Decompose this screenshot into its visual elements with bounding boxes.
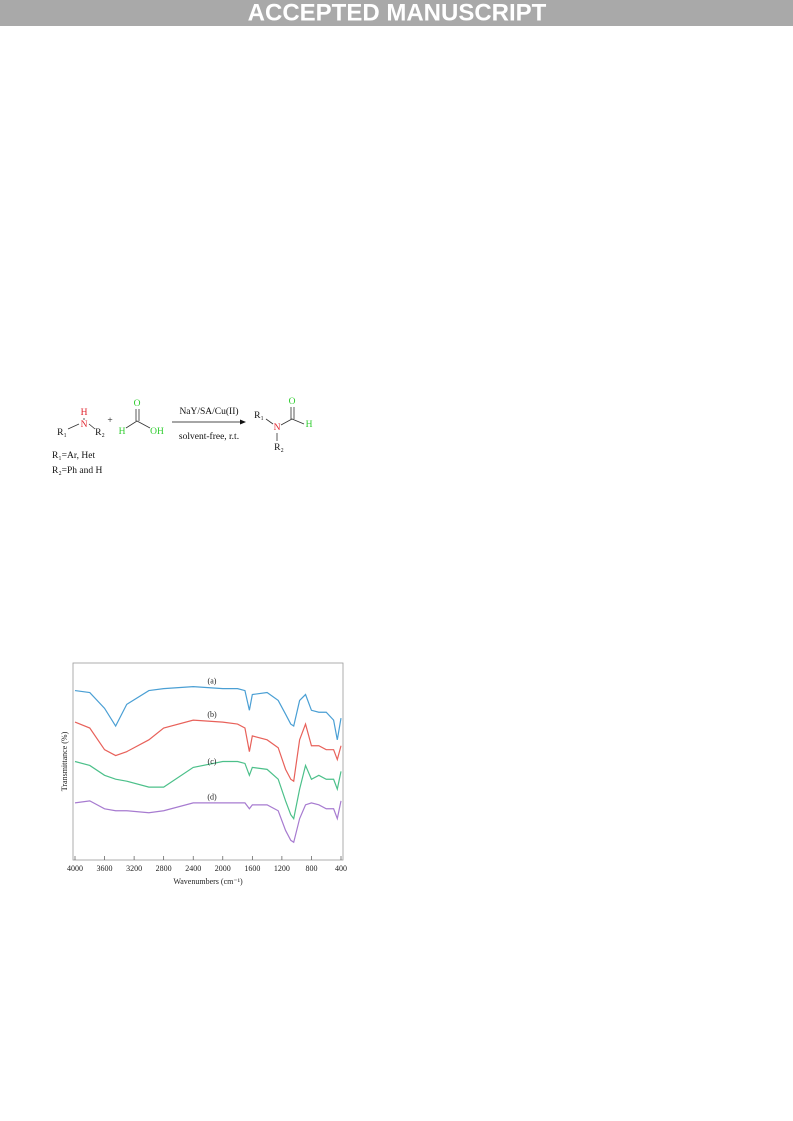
series-label: (b) xyxy=(207,710,217,719)
atom: H xyxy=(119,427,126,437)
ftir-chart: 4000 3600 3200 2800 2400 2000 1600 1200 800 400 Wa… xyxy=(60,662,347,886)
x-tick-label: 400 xyxy=(335,864,347,873)
y-axis-label: Transmittance (%) xyxy=(60,731,69,791)
x-tick-label: 1200 xyxy=(274,864,290,873)
series-label: (a) xyxy=(208,676,217,685)
x-tick-label: 3200 xyxy=(126,864,142,873)
x-tick-label: 800 xyxy=(305,864,317,873)
note: R₁=Ar, Het xyxy=(52,451,95,461)
catalyst: NaY/SA/Cu(II) xyxy=(179,406,238,417)
x-tick-label: 2000 xyxy=(215,864,231,873)
atom: O xyxy=(134,399,141,409)
conditions: solvent-free, r.t. xyxy=(179,431,239,442)
bond xyxy=(125,409,151,429)
spectrum-line xyxy=(74,719,342,783)
spectrum-line xyxy=(74,800,342,844)
atom: N xyxy=(81,420,88,430)
bond xyxy=(67,418,96,430)
series-label: (d) xyxy=(207,793,217,802)
plot-frame xyxy=(72,662,344,861)
group: R₂ xyxy=(95,428,105,438)
atom: H xyxy=(81,408,88,418)
x-tick-label: 3600 xyxy=(97,864,113,873)
arrow-head xyxy=(240,419,246,425)
header-title: ACCEPTED MANUSCRIPT xyxy=(248,0,547,26)
spectrum-line xyxy=(74,686,342,740)
bond xyxy=(265,407,305,441)
note: R₂=Ph and H xyxy=(52,466,103,476)
group: R₁ xyxy=(254,411,264,421)
plus: + xyxy=(107,416,112,426)
group: R₁ xyxy=(57,428,67,438)
reaction-scheme: H N R₁ R₂ + O H OH NaY/SA/Cu(II) solvent… xyxy=(52,397,313,476)
atom: H xyxy=(306,420,313,430)
x-tick-label: 2400 xyxy=(185,864,201,873)
x-axis-label: Wavenumbers (cm⁻¹) xyxy=(173,877,243,886)
spectrum-line xyxy=(74,760,342,821)
x-tick-label: 4000 xyxy=(67,864,83,873)
atom: N xyxy=(274,423,281,433)
x-tick-label: 2800 xyxy=(156,864,172,873)
x-tick-label: 1600 xyxy=(244,864,260,873)
atom: OH xyxy=(150,427,164,437)
atom: O xyxy=(289,397,296,407)
series-label: (c) xyxy=(208,757,217,766)
header-band xyxy=(0,0,793,26)
group: R₂ xyxy=(274,443,284,453)
